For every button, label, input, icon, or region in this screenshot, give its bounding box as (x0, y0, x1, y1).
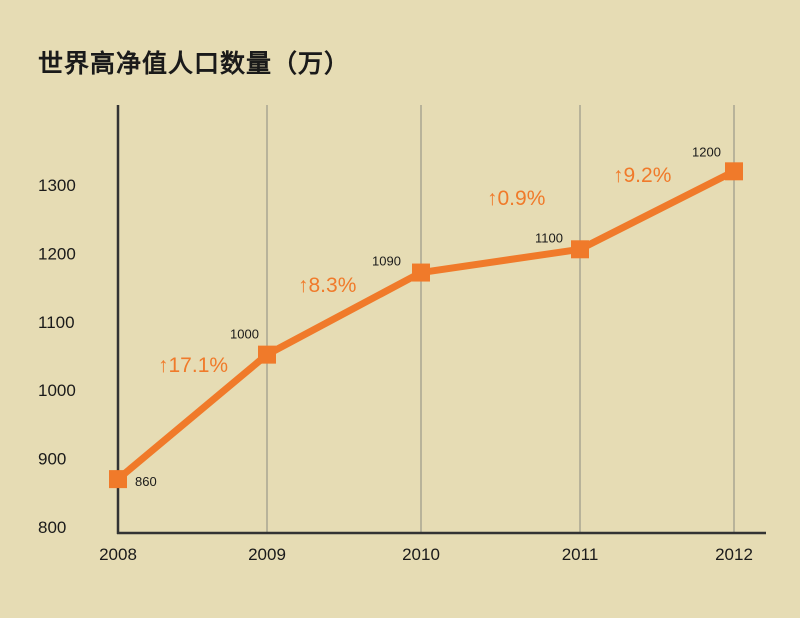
data-value-label: 1000 (230, 327, 259, 342)
y-tick-label: 900 (38, 450, 66, 469)
data-point-marker (571, 240, 589, 259)
data-value-label: 860 (135, 474, 157, 489)
x-tick-label: 2010 (402, 545, 440, 564)
data-point-marker (109, 470, 127, 489)
growth-rate-label: ↑9.2% (613, 164, 671, 187)
data-value-label: 1100 (535, 230, 563, 245)
x-tick-label: 2012 (715, 545, 753, 564)
growth-rate-label: ↑0.9% (487, 187, 545, 210)
y-tick-label: 1200 (38, 244, 76, 263)
growth-rate-label: ↑8.3% (298, 274, 356, 297)
x-tick-label: 2009 (248, 545, 286, 564)
y-tick-label: 800 (38, 518, 66, 537)
growth-rate-label: ↑17.1% (158, 354, 228, 377)
x-tick-label: 2008 (99, 545, 137, 564)
data-point-marker (258, 345, 276, 364)
series-line (115, 168, 736, 482)
data-point-marker (412, 263, 430, 282)
chart-title: 世界高净值人口数量（万） (38, 49, 351, 78)
y-tick-label: 1000 (38, 381, 76, 400)
data-value-label: 1200 (692, 144, 721, 159)
data-value-label: 1090 (372, 254, 401, 269)
x-tick-label: 2011 (562, 545, 599, 564)
y-tick-label: 1100 (38, 313, 75, 332)
data-point-marker (725, 162, 743, 181)
y-tick-label: 1300 (38, 176, 76, 195)
